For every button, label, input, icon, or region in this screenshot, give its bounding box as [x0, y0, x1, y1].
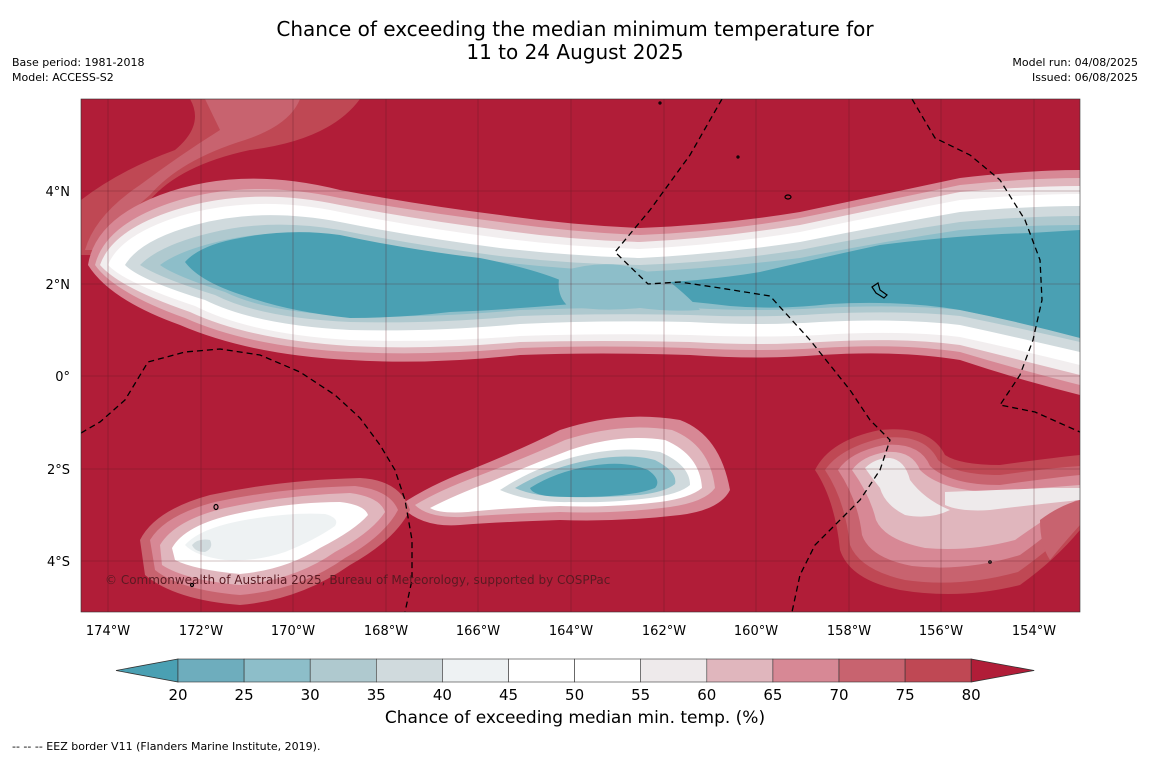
chart-title: Chance of exceeding the median minimum t… — [0, 18, 1150, 64]
colorbar-tick-label: 80 — [962, 686, 981, 700]
colorbar-segment — [508, 658, 575, 683]
lon-label: 168°W — [364, 624, 408, 639]
island-4 — [736, 155, 740, 159]
islands — [189, 101, 992, 588]
lon-label: 172°W — [179, 624, 223, 639]
parallel-gridlines — [81, 190, 1080, 562]
lat-label: 4°S — [47, 555, 70, 570]
southeast-region-50 — [865, 458, 950, 517]
island-7 — [988, 560, 992, 564]
lon-label: 156°W — [919, 624, 963, 639]
north-band-gap — [558, 264, 700, 311]
colorbar: 20 25 30 35 40 45 50 55 60 65 70 75 80 — [115, 658, 1035, 700]
map-frame — [80, 98, 1081, 613]
meridian-gridlines — [107, 99, 1035, 612]
model-name: Model: ACCESS-S2 — [12, 71, 114, 84]
base-period: Base period: 1981-2018 — [12, 56, 145, 69]
island-6 — [189, 582, 195, 588]
lon-label: 158°W — [827, 624, 871, 639]
meta-right: Model run: 04/08/2025 Issued: 06/08/2025 — [1012, 55, 1138, 85]
island-3 — [213, 503, 219, 511]
colorbar-segment — [904, 658, 972, 683]
model-run: Model run: 04/08/2025 — [1012, 56, 1138, 69]
lon-label: 162°W — [642, 624, 686, 639]
title-line-1: Chance of exceeding the median minimum t… — [276, 17, 874, 41]
colorbar-tick-label: 30 — [301, 686, 320, 700]
colorbar-segment — [177, 658, 245, 683]
colorbar-segment — [574, 658, 641, 683]
eez-footnote: -- -- -- EEZ border V11 (Flanders Marine… — [12, 740, 321, 753]
colorbar-segment — [309, 658, 377, 683]
lon-label: 170°W — [271, 624, 315, 639]
colorbar-tick-label: 70 — [829, 686, 848, 700]
lon-label: 160°W — [734, 624, 778, 639]
lon-label: 154°W — [1012, 624, 1056, 639]
region-upper-left-70-75 — [81, 99, 360, 255]
colorbar-segment — [706, 658, 774, 683]
lat-label: 2°N — [46, 278, 71, 293]
eez-border-east — [911, 99, 1080, 433]
island-1 — [784, 194, 792, 200]
southeast-streak — [945, 488, 1080, 511]
colorbar-segment — [243, 658, 311, 683]
colorbar-tick-label: 60 — [697, 686, 716, 700]
copyright-notice: © Commonwealth of Australia 2025, Bureau… — [105, 573, 610, 587]
colorbar-tick-label: 55 — [631, 686, 650, 700]
colorbar-title: Chance of exceeding median min. temp. (%… — [384, 708, 766, 728]
eez-borders — [81, 99, 1080, 612]
colorbar-segment — [442, 658, 509, 683]
region-upper-left-65-70 — [85, 99, 300, 250]
lon-label: 164°W — [549, 624, 593, 639]
colorbar-tick-label: 20 — [168, 686, 187, 700]
southwest-blob-45 — [185, 513, 337, 561]
colorbar-segment — [375, 658, 443, 683]
title-line-2: 11 to 24 August 2025 — [466, 40, 684, 64]
lon-label: 166°W — [456, 624, 500, 639]
island-5 — [658, 101, 662, 105]
colorbar-extend-high — [970, 658, 1035, 683]
longitude-labels: 174°W 172°W 170°W 168°W 166°W 164°W 162°… — [86, 624, 1056, 639]
southwest-blob-40 — [192, 539, 212, 552]
colorbar-tick-label: 25 — [235, 686, 254, 700]
colorbar-tick-label: 40 — [433, 686, 452, 700]
colorbar-segment — [640, 658, 708, 683]
lat-label: 4°N — [46, 185, 71, 200]
colorbar-tick-label: 35 — [367, 686, 386, 700]
lat-label: 0° — [55, 370, 70, 385]
map-area: © Commonwealth of Australia 2025, Bureau… — [81, 99, 1080, 612]
colorbar-segment — [772, 658, 840, 683]
colorbar-tick-label: 45 — [499, 686, 518, 700]
map-figure: © Commonwealth of Australia 2025, Bureau… — [46, 98, 1081, 700]
island-2 — [871, 282, 888, 299]
latitude-labels: 4°N 2°N 0° 2°S 4°S — [46, 185, 71, 570]
colorbar-segment — [838, 658, 906, 683]
meta-left: Base period: 1981-2018 Model: ACCESS-S2 — [12, 55, 144, 85]
colorbar-tick-label: 50 — [565, 686, 584, 700]
issued-date: Issued: 06/08/2025 — [1031, 71, 1138, 84]
colorbar-extend-low — [115, 658, 179, 683]
lon-label: 174°W — [86, 624, 130, 639]
lat-label: 2°S — [47, 463, 70, 478]
colorbar-tick-label: 65 — [763, 686, 782, 700]
colorbar-tick-label: 75 — [896, 686, 915, 700]
south-blob-core — [530, 463, 658, 497]
eez-border-north-central — [614, 99, 891, 612]
southeast-right-patch — [1040, 500, 1080, 560]
